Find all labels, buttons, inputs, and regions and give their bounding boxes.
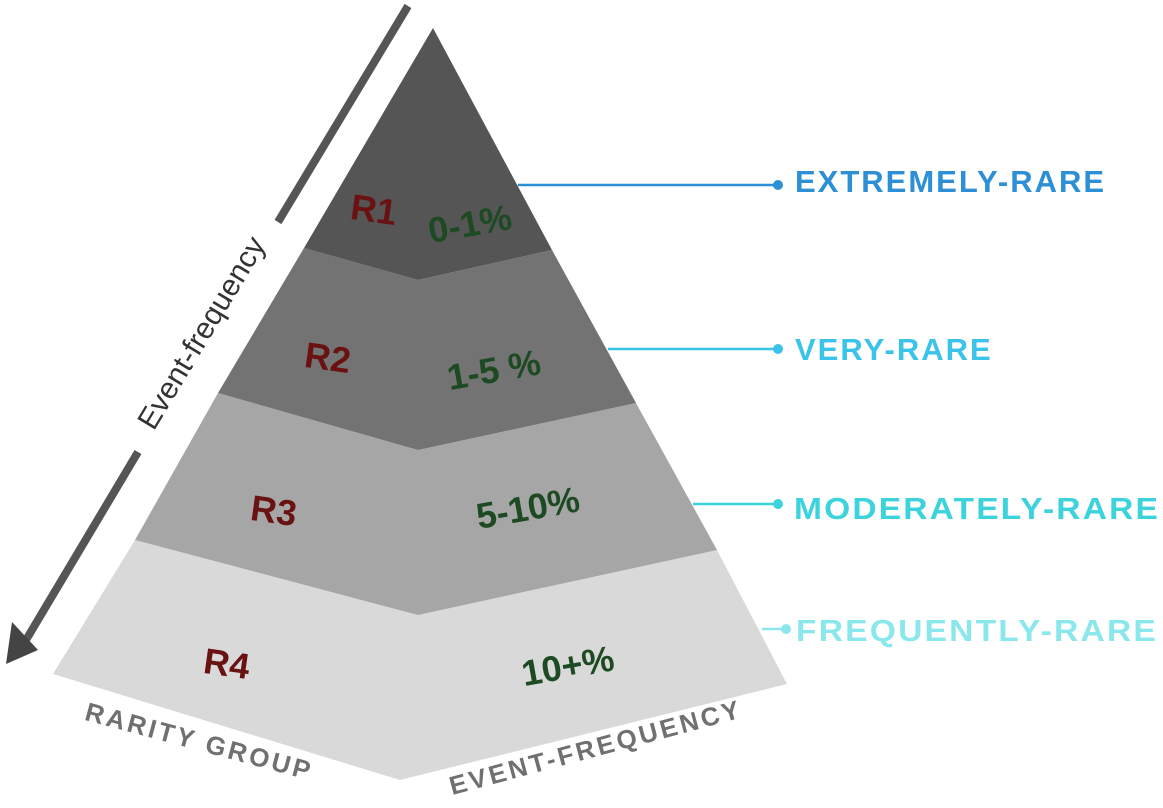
category-callouts: EXTREMELY-RARE VERY-RARE MODERATELY-RARE… (518, 164, 1160, 648)
tier-r2 (218, 248, 636, 450)
tier-r1 (304, 28, 552, 280)
leader-dot-extremely-rare (773, 180, 783, 190)
pyramid (53, 28, 787, 780)
group-label-r1: R1 (348, 186, 399, 233)
leader-dot-frequently-rare (781, 624, 791, 634)
leader-dot-very-rare (773, 344, 783, 354)
group-labels: R1 R2 R3 R4 (201, 186, 399, 687)
category-label-very-rare: VERY-RARE (795, 332, 993, 367)
category-label-frequently-rare: FREQUENTLY-RARE (796, 613, 1158, 648)
group-label-r3: R3 (248, 487, 299, 534)
tier-r4 (53, 540, 787, 780)
group-label-r4: R4 (201, 640, 252, 687)
tier-r3 (135, 393, 717, 615)
leader-dot-moderately-rare (773, 499, 783, 509)
group-label-r2: R2 (302, 334, 353, 381)
arrow-shaft-upper (274, 3, 412, 225)
category-label-extremely-rare: EXTREMELY-RARE (795, 164, 1106, 199)
arrow-head-icon (6, 622, 38, 664)
arrow-shaft-lower (22, 449, 142, 643)
category-label-moderately-rare: MODERATELY-RARE (794, 491, 1160, 526)
